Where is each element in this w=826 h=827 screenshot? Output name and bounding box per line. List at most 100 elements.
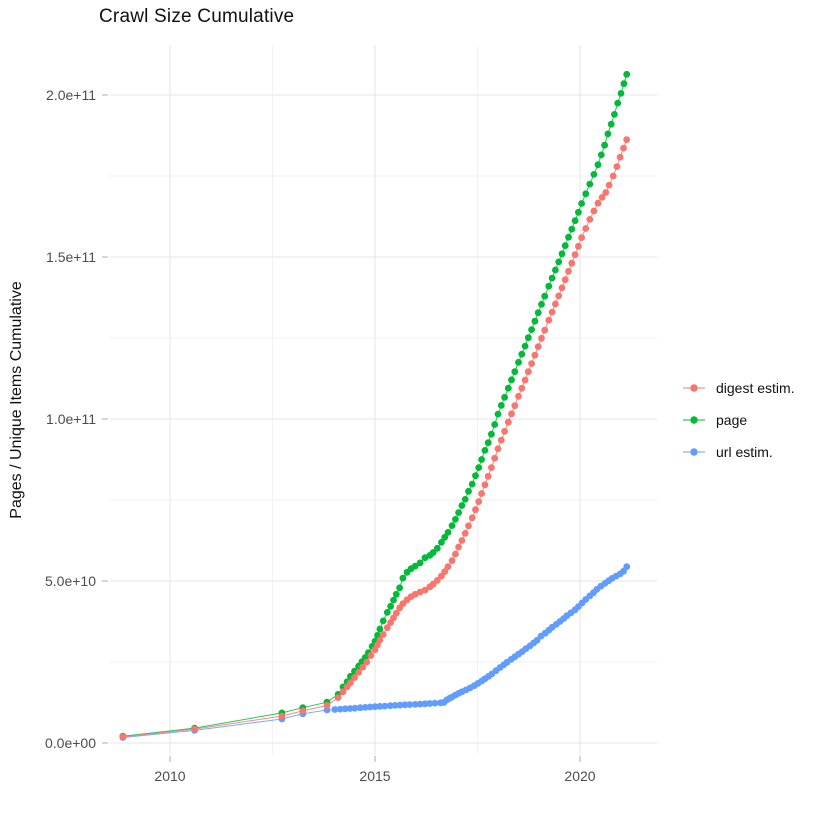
data-point-page <box>481 447 489 454</box>
data-point-digestestim <box>339 688 347 696</box>
data-point-page <box>552 266 559 274</box>
data-point-page <box>452 516 459 523</box>
data-point-urlestim <box>401 701 409 709</box>
data-point-digestestim <box>571 251 579 259</box>
data-point-urlestim <box>416 700 424 708</box>
legend-entry-url: url estim. <box>681 441 795 463</box>
data-point-page <box>455 509 462 516</box>
data-point-digestestim <box>528 360 535 367</box>
data-point-digestestim <box>478 490 485 497</box>
data-point-digestestim <box>441 568 449 575</box>
data-point-digestestim <box>465 522 472 530</box>
data-point-urlestim <box>331 706 339 713</box>
data-point-digestestim <box>383 624 391 632</box>
data-point-urlestim <box>391 702 399 709</box>
legend-entry-page: page <box>681 409 795 431</box>
data-point-digestestim <box>363 658 371 666</box>
data-point-digestestim <box>472 506 479 514</box>
x-tick-label: 2010 <box>154 768 185 784</box>
data-point-digestestim <box>548 308 556 316</box>
data-point-page <box>617 90 625 97</box>
data-point-urlestim <box>421 700 429 708</box>
data-point-digestestim <box>568 259 576 267</box>
data-point-digestestim <box>191 725 199 733</box>
data-point-page <box>501 393 508 401</box>
data-point-page <box>484 439 492 447</box>
data-point-urlestim <box>396 701 404 709</box>
data-point-digestestim <box>620 144 627 152</box>
data-point-page <box>411 562 419 570</box>
data-point-page <box>528 326 535 333</box>
data-point-digestestim <box>392 609 400 617</box>
data-point-page <box>390 596 397 604</box>
data-point-page <box>396 584 403 592</box>
legend-entry-digest: digest estim. <box>681 377 795 399</box>
data-point-digestestim <box>555 292 563 300</box>
data-point-page <box>504 384 512 392</box>
data-point-digestestim <box>552 300 559 308</box>
data-point-page <box>575 208 582 216</box>
x-tick-label: 2020 <box>564 768 595 784</box>
legend-key-digest-icon <box>683 384 705 392</box>
data-point-digestestim <box>468 514 476 522</box>
data-point-digestestim <box>488 464 495 471</box>
data-point-page <box>472 472 479 480</box>
data-point-digestestim <box>278 712 286 720</box>
data-point-page <box>555 258 563 266</box>
data-point-page <box>511 368 519 376</box>
data-point-urlestim <box>381 702 389 710</box>
data-point-digestestim <box>379 631 387 638</box>
data-point-page <box>383 609 391 616</box>
data-point-urlestim <box>351 704 359 712</box>
data-point-page <box>448 522 456 529</box>
data-point-digestestim <box>299 707 307 715</box>
data-point-page <box>497 402 505 409</box>
data-point-urlestim <box>341 705 349 713</box>
data-point-digestestim <box>458 537 466 544</box>
data-point-urlestim <box>361 704 369 711</box>
data-point-digestestim <box>605 181 613 189</box>
legend-label-page: page <box>716 412 748 428</box>
data-point-page <box>534 309 542 317</box>
data-point-page <box>468 480 476 488</box>
data-point-page <box>541 292 549 300</box>
data-point-page <box>586 180 594 188</box>
data-point-page <box>521 342 529 350</box>
data-point-digestestim <box>538 334 545 342</box>
data-point-urlestim <box>623 563 631 571</box>
data-point-urlestim <box>371 703 379 711</box>
data-point-page <box>458 502 466 509</box>
data-point-digestestim <box>484 472 492 480</box>
data-point-digestestim <box>481 481 489 489</box>
data-point-urlestim <box>431 699 439 707</box>
data-point-digestestim <box>616 153 624 161</box>
data-point-page <box>416 559 424 567</box>
data-point-page <box>518 350 526 358</box>
data-point-page <box>387 602 394 610</box>
y-axis-title: Pages / Unique Items Cumulative <box>8 281 25 519</box>
data-point-digestestim <box>475 498 483 505</box>
data-point-digestestim <box>598 194 606 201</box>
data-point-page <box>568 225 576 233</box>
data-point-digestestim <box>497 436 505 444</box>
data-point-page <box>594 161 602 169</box>
data-point-urlestim <box>356 704 364 712</box>
data-point-digestestim <box>421 586 429 594</box>
data-point-page <box>433 544 441 552</box>
legend-label-url: url estim. <box>716 444 773 460</box>
data-point-digestestim <box>518 384 526 392</box>
data-point-urlestim <box>386 702 394 710</box>
data-point-digestestim <box>561 276 569 284</box>
data-point-digestestim <box>586 216 594 223</box>
data-point-digestestim <box>534 343 542 351</box>
data-point-digestestim <box>494 445 502 453</box>
data-point-digestestim <box>504 418 512 426</box>
data-point-digestestim <box>367 652 375 659</box>
data-point-urlestim <box>336 705 344 713</box>
data-point-page <box>611 111 618 118</box>
data-point-urlestim <box>366 703 374 711</box>
data-point-digestestim <box>448 557 456 564</box>
data-point-digestestim <box>461 530 469 537</box>
data-point-page <box>438 539 445 546</box>
data-point-digestestim <box>508 410 515 418</box>
